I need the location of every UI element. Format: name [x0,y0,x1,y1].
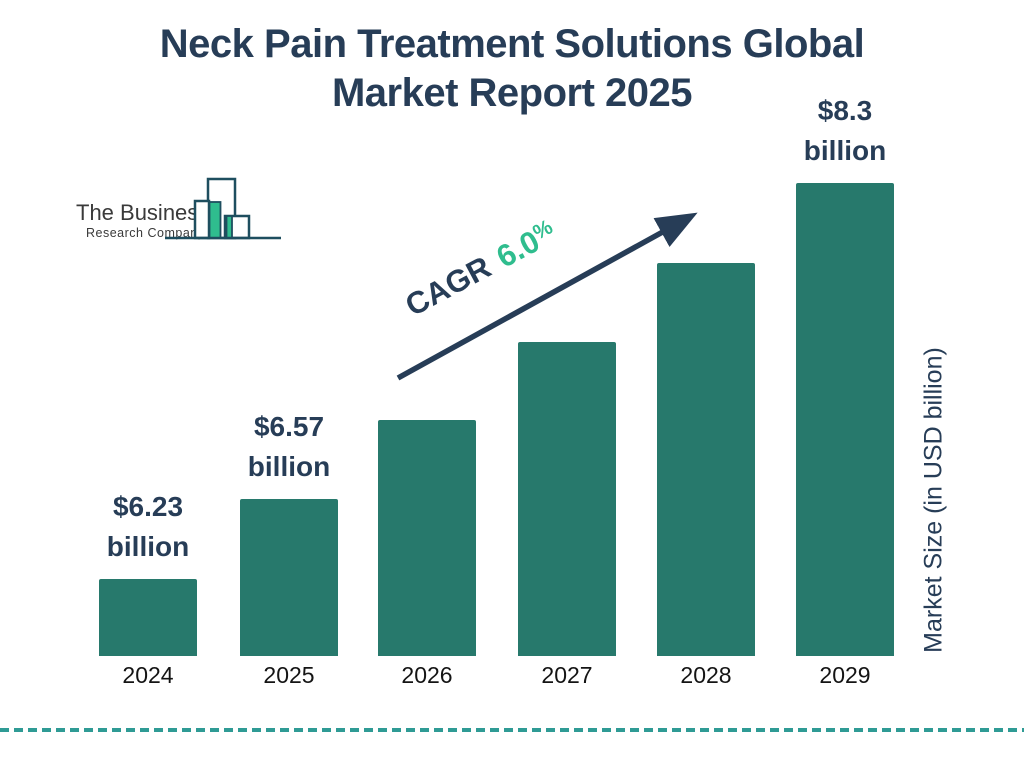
x-tick-2024: 2024 [122,662,174,688]
cagr-annotation: CAGR6.0% [399,213,564,326]
value-unit: billion [106,531,190,562]
x-tick-2028: 2028 [680,662,732,688]
value-label-2029: $8.3 billion [765,91,925,171]
value-label-2025: $6.57 billion [209,407,369,487]
value-amount: $6.23 [112,491,184,522]
x-tick-2029: 2029 [819,662,871,688]
y-axis-label: Market Size (in USD billion) [919,347,948,653]
bar-2029 [796,183,894,656]
value-amount: $6.57 [253,411,325,442]
value-amount: $8.3 [817,95,873,126]
x-tick-2025: 2025 [263,662,315,688]
dashed-divider [0,728,1024,732]
bar-2028 [657,263,755,656]
bar-2026 [378,420,476,656]
x-tick-2027: 2027 [541,662,593,688]
logo-subname: Research Company [86,226,205,240]
value-unit: billion [803,135,887,166]
logo-bar-chart-icon [165,177,281,240]
value-label-2024: $6.23 billion [68,487,228,567]
x-tick-2026: 2026 [401,662,453,688]
company-logo: The Business Research Company [70,176,300,246]
page-title: Neck Pain Treatment Solutions Global Mar… [0,20,1024,118]
cagr-label: CAGR [399,249,497,324]
page-title-line1: Neck Pain Treatment Solutions Global [159,22,865,66]
bar-2024 [99,579,197,656]
logo-name: The Business [76,200,210,225]
bar-2025 [240,499,338,656]
page-title-line2: Market Report 2025 [331,71,693,115]
bar-2027 [518,342,616,656]
value-unit: billion [247,451,331,482]
